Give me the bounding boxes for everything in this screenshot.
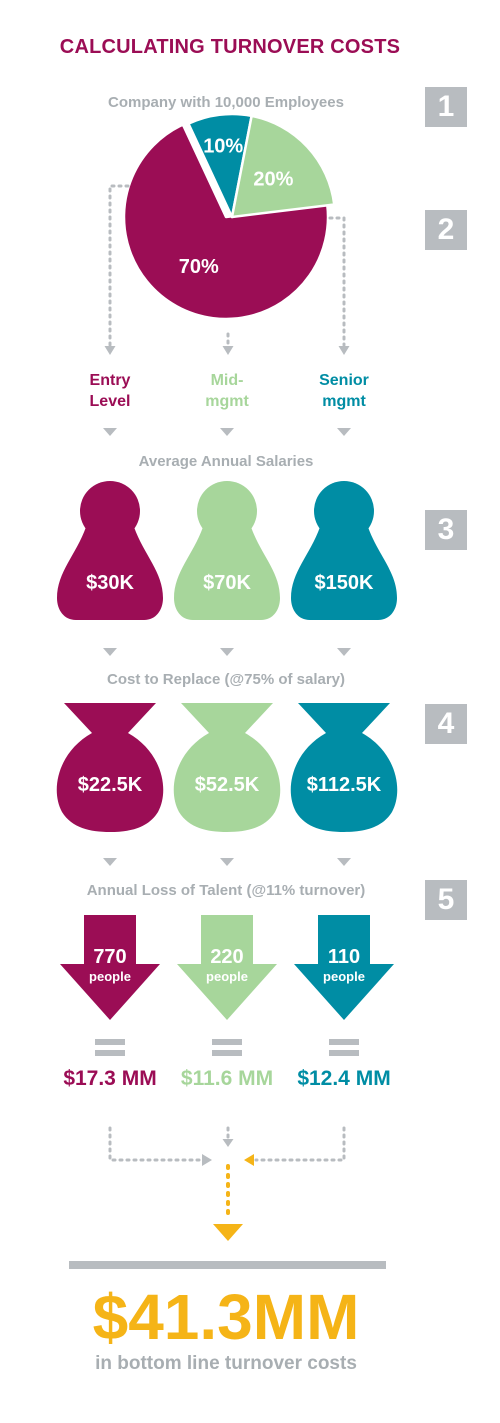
flow-arrow [103,858,117,866]
pie-slice [122,123,330,321]
pie-slice-label: 20% [253,168,293,190]
flow-arrow [220,428,234,436]
flow-arrow [103,428,117,436]
people-lost-value: 770 [93,946,126,968]
equals-sign [212,1039,242,1056]
step-badge-5: 5 [425,880,467,920]
pie-slice-label: 70% [179,256,219,278]
down-arrow [294,915,394,1020]
equals-bar-bottom [329,1050,359,1056]
equals-sign [95,1039,125,1056]
company-subtitle: Company with 10,000 Employees [108,94,344,111]
salary-value: $30K [86,572,134,594]
converge-right [254,1126,346,1162]
step-badge-2: 2 [425,210,467,250]
person-head [314,481,374,541]
person-body [174,527,280,620]
converge-arrow-left [202,1154,212,1166]
money-bag [290,703,398,832]
flow-arrow [337,858,351,866]
equals-bar-top [212,1039,242,1045]
total-divider [69,1261,386,1269]
flow-arrow [220,858,234,866]
page-title: CALCULATING TURNOVER COSTS [59,36,401,58]
replace-cost-value: $112.5K [307,774,382,796]
person-head [80,481,140,541]
equals-bar-bottom [95,1050,125,1056]
flow-arrow [337,648,351,656]
people-word: people [206,969,248,984]
salary-person: $30K [57,481,163,620]
salary-person: $70K [174,481,280,620]
salary-person: $150K [291,481,397,620]
converge-arrow-mid [222,1139,234,1147]
step-badge-3: 3 [425,510,467,550]
replace-bag: $112.5K [290,703,398,832]
person-body [57,527,163,620]
person-head [197,481,257,541]
money-bag [56,703,164,832]
converge-left [108,1126,202,1162]
total-arrow [213,1224,243,1241]
salary-value: $70K [203,572,251,594]
flow-arrow [337,428,351,436]
replace-bag: $52.5K [173,703,281,832]
people-lost-value: 220 [210,946,243,968]
equals-sign [329,1039,359,1056]
total-caption: in bottom line turnover costs [95,1353,357,1374]
down-arrow [60,915,160,1020]
replace-title: Cost to Replace (@75% of salary) [106,671,346,688]
equals-bar-bottom [212,1050,242,1056]
equals-bar-top [329,1039,359,1045]
connector-arrow-mid [222,346,234,355]
level-cost-entry: $17.3 MM [63,1067,157,1090]
loss-title: Annual Loss of Talent (@11% turnover) [86,882,366,899]
people-lost-value: 110 [328,946,360,968]
total-cost: $41.3MM [92,1281,360,1353]
step-badge-1: 1 [425,87,467,127]
people-word: people [323,969,365,984]
people-word: people [89,969,131,984]
level-label-mid: Mid- mgmt [205,372,249,410]
pie-slice-label: 10% [203,135,243,157]
level-cost-mid: $11.6 MM [180,1067,274,1090]
connector-arrow-entry [104,346,116,355]
money-bag [173,703,281,832]
level-label-entry: Entry Level [89,372,131,410]
down-arrow [177,915,277,1020]
pie-chart: 70% 10% 20% [122,112,336,321]
flow-arrow [220,648,234,656]
salary-value: $150K [315,572,374,594]
equals-bar-top [95,1039,125,1045]
replace-bag: $22.5K [56,703,164,832]
flow-arrow [103,648,117,656]
step-badge-4: 4 [425,704,467,744]
level-cost-senior: $12.4 MM [297,1067,391,1090]
replace-cost-value: $22.5K [78,774,143,796]
converge-arrow-right [244,1154,254,1166]
connector-arrow-senior [338,346,350,355]
person-body [291,527,397,620]
replace-cost-value: $52.5K [195,774,260,796]
salaries-title: Average Annual Salaries [138,453,314,470]
connector-entry [108,184,130,347]
pie-slice [230,114,336,219]
connector-senior [328,216,346,347]
level-label-senior: Senior mgmt [319,372,369,410]
